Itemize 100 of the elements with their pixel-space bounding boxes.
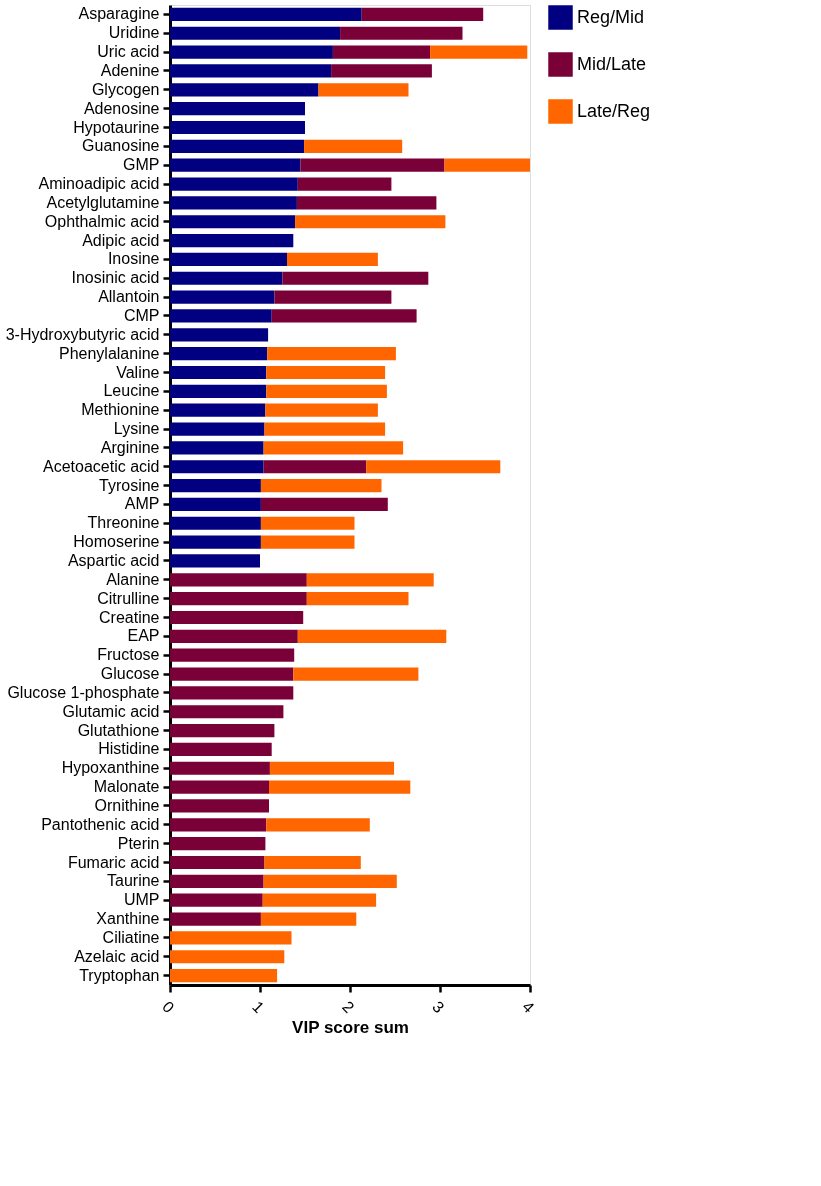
bar	[269, 761, 395, 775]
legend-label: Reg/Mid	[577, 6, 645, 27]
y-tick-label: AMP	[124, 495, 160, 513]
bar	[170, 403, 266, 417]
bar	[263, 460, 367, 474]
bar	[170, 83, 319, 97]
bar	[260, 497, 388, 512]
y-tick-label: Xanthine	[96, 910, 160, 928]
bar	[269, 780, 411, 794]
y-tick-label: Alanine	[106, 570, 160, 588]
bar	[331, 64, 432, 78]
y-tick-label: 3-Hydroxybutyric acid	[5, 325, 160, 343]
bar	[170, 893, 263, 907]
y-tick-label: Tyrosine	[99, 476, 160, 494]
bar	[170, 478, 261, 493]
y-tick-label: Threonine	[87, 514, 160, 532]
bar	[260, 912, 357, 926]
y-tick-label: Acetylglutamine	[46, 193, 160, 211]
bar	[170, 497, 261, 512]
bar	[170, 215, 296, 229]
bar	[366, 460, 501, 474]
bar	[170, 648, 295, 662]
legend-label: Mid/Late	[577, 53, 647, 74]
bar	[170, 441, 264, 455]
y-tick-label: Pterin	[117, 834, 160, 852]
bar	[170, 573, 307, 587]
y-tick-label: Glucose 1-phosphate	[7, 683, 160, 701]
bar	[170, 158, 301, 172]
bar	[170, 535, 261, 549]
bar	[170, 686, 294, 700]
y-tick-label: Ornithine	[94, 796, 160, 814]
x-tick-label: 3	[429, 997, 448, 1017]
bar	[318, 83, 409, 97]
bar	[297, 177, 392, 191]
x-axis-title: VIP score sum	[292, 1018, 409, 1038]
bar	[170, 799, 269, 813]
bar	[293, 667, 419, 681]
y-tick-label: Taurine	[107, 872, 160, 890]
bar	[170, 629, 298, 643]
bar	[170, 422, 265, 436]
bar	[170, 120, 305, 135]
y-tick-label: Acetoacetic acid	[42, 457, 160, 475]
bar	[306, 573, 434, 587]
bar	[295, 215, 446, 229]
x-tick-label: 1	[249, 997, 268, 1017]
bar	[170, 45, 333, 59]
y-tick-label: Glutathione	[77, 721, 160, 739]
bar	[170, 742, 272, 757]
bar	[274, 290, 392, 304]
y-tick-label: Citrulline	[97, 589, 160, 607]
bar	[266, 818, 370, 832]
y-tick-label: Glycogen	[91, 80, 160, 98]
y-tick-label: Ciliatine	[102, 928, 160, 946]
bar	[170, 290, 275, 304]
bar	[444, 158, 530, 172]
bar	[170, 931, 292, 945]
bar	[170, 554, 260, 568]
y-tick-label: Phenylalanine	[58, 344, 160, 362]
bar	[170, 139, 305, 153]
bar	[170, 610, 304, 625]
y-tick-label: Inosinic acid	[71, 269, 160, 287]
y-tick-label: EAP	[127, 627, 160, 645]
y-tick-label: Creatine	[99, 608, 160, 626]
bar	[170, 780, 269, 794]
bar	[266, 365, 386, 380]
bar	[170, 592, 307, 606]
y-tick-label: Ophthalmic acid	[44, 212, 160, 230]
y-tick-label: Methionine	[81, 401, 160, 419]
y-tick-label: Lysine	[113, 420, 160, 438]
bar	[170, 309, 272, 323]
bar	[262, 893, 377, 907]
y-tick-label: Tryptophan	[79, 966, 160, 984]
bar	[170, 252, 287, 267]
bar	[287, 252, 378, 267]
bar	[332, 45, 431, 59]
y-tick-label: Hypoxanthine	[61, 759, 160, 777]
y-tick-label: Malonate	[93, 778, 160, 796]
y-tick-label: Adipic acid	[82, 231, 160, 249]
bar	[170, 347, 268, 361]
bar	[170, 723, 275, 738]
bar	[260, 535, 355, 549]
bar	[170, 874, 264, 888]
bar	[170, 950, 285, 964]
bar	[264, 422, 386, 436]
y-tick-label: UMP	[123, 891, 160, 909]
bar	[265, 403, 378, 417]
bar	[170, 855, 265, 870]
y-tick-label: Aspartic acid	[67, 551, 160, 569]
bar	[170, 705, 284, 719]
bar	[271, 309, 417, 323]
bar	[170, 64, 332, 78]
y-tick-label: Leucine	[103, 382, 160, 400]
bar	[306, 592, 409, 606]
bar	[297, 629, 447, 643]
y-tick-label: Fumaric acid	[67, 853, 160, 871]
bar	[170, 516, 261, 530]
y-tick-label: Glucose	[100, 665, 160, 683]
y-tick-label: Fructose	[97, 646, 160, 664]
y-tick-label: Aminoadipic acid	[38, 175, 160, 193]
y-tick-label: Arginine	[100, 438, 160, 456]
